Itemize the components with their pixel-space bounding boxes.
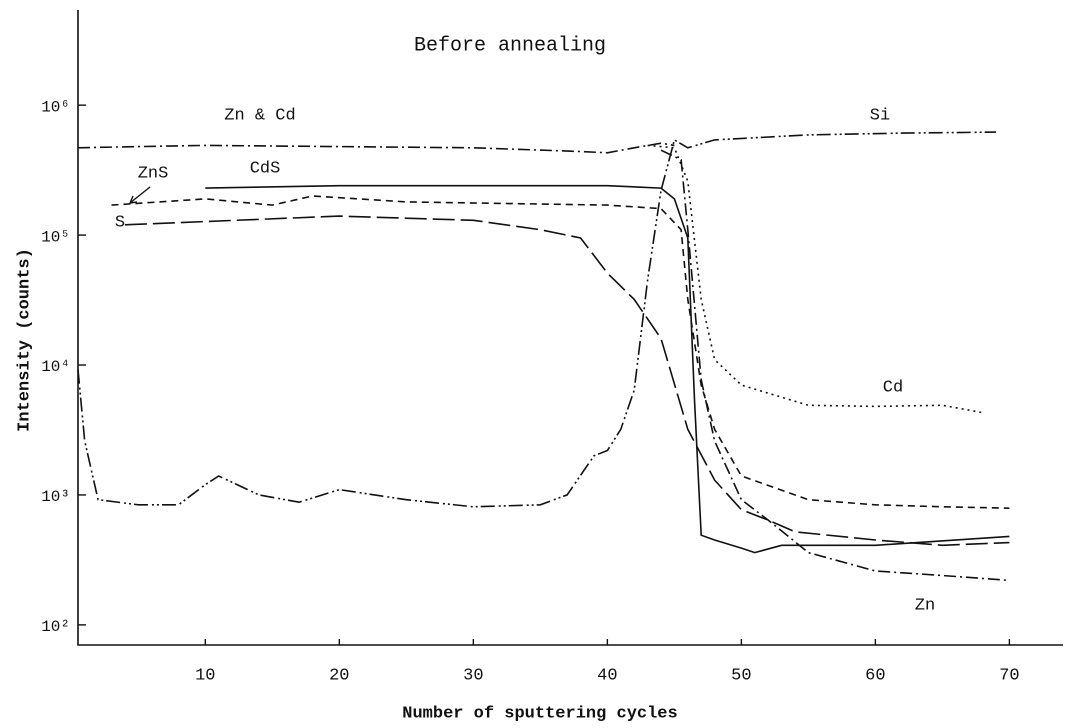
x-tick-label: 10 xyxy=(195,666,215,685)
series-line xyxy=(77,131,997,508)
y-tick-label: 10⁶ xyxy=(41,98,70,116)
x-tick-label: 60 xyxy=(865,666,885,685)
x-axis-label: Number of sputtering cycles xyxy=(402,704,677,723)
series-line xyxy=(124,215,1010,547)
series-label: S xyxy=(115,213,125,232)
series-label: CdS xyxy=(250,159,281,178)
y-tick-label: 10⁴ xyxy=(41,358,70,376)
series-line xyxy=(77,142,675,154)
x-tick-label: 30 xyxy=(463,666,483,685)
series-label: Si xyxy=(870,106,890,125)
chart-title: Before annealing xyxy=(414,34,606,57)
series-label: Cd xyxy=(883,378,903,397)
series-label: ZnS xyxy=(138,164,169,183)
y-tick-label: 10⁵ xyxy=(41,228,70,246)
series-line xyxy=(647,144,983,414)
x-tick-label: 40 xyxy=(597,666,617,685)
x-tick-label: 20 xyxy=(329,666,349,685)
series-label: Zn & Cd xyxy=(224,106,295,125)
x-tick-label: 70 xyxy=(999,666,1019,685)
y-axis-label: Intensity (counts) xyxy=(15,248,34,432)
axes xyxy=(77,10,1063,646)
series-line xyxy=(660,149,1010,582)
znS-arrow xyxy=(129,186,151,204)
x-tick-label: 50 xyxy=(731,666,751,685)
y-tick-label: 10³ xyxy=(41,488,70,506)
series-line xyxy=(111,195,1010,509)
series-line xyxy=(205,184,1010,554)
y-tick-label: 10² xyxy=(41,618,70,636)
series-label: Zn xyxy=(915,596,935,615)
